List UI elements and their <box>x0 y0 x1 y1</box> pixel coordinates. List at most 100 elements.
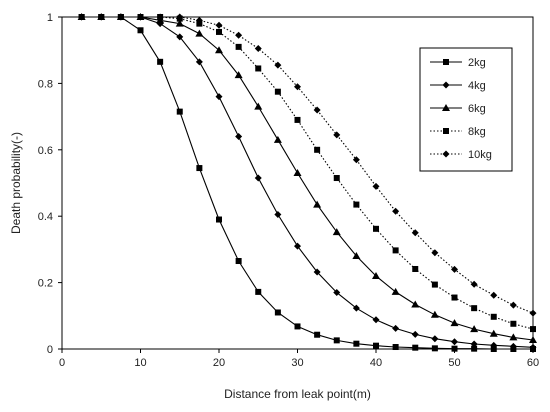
data-point <box>273 135 282 143</box>
data-point <box>216 28 222 35</box>
y-tick-label: 0.8 <box>38 78 53 90</box>
y-tick-label: 0.4 <box>38 211 53 223</box>
data-point <box>431 249 439 257</box>
data-point <box>117 13 125 21</box>
data-point <box>157 58 164 65</box>
y-tick-label: 1 <box>47 12 53 24</box>
y-tick-label: 0 <box>47 344 53 356</box>
data-point <box>352 304 360 312</box>
data-point <box>175 19 184 27</box>
legend-marker <box>443 128 449 134</box>
legend-label: 2kg <box>468 57 486 69</box>
data-point <box>176 108 183 115</box>
data-point <box>314 146 321 153</box>
data-point <box>412 265 419 272</box>
y-axis-title: Death probability(-) <box>9 132 23 234</box>
data-point <box>254 174 262 182</box>
data-point <box>392 344 399 351</box>
data-point <box>411 229 419 237</box>
data-point <box>293 169 302 177</box>
legend-label: 8kg <box>468 126 486 138</box>
data-point <box>235 258 242 265</box>
legend: 2kg 4kg 6kg 8kg 10kg <box>419 47 513 172</box>
legend-marker <box>443 59 449 65</box>
data-point <box>274 309 281 316</box>
data-point <box>529 336 537 344</box>
data-point <box>490 313 497 320</box>
legend-marker <box>442 150 450 158</box>
data-point <box>215 93 223 101</box>
series-line <box>81 16 534 330</box>
legend-label: 6kg <box>468 103 486 115</box>
data-point <box>254 102 263 110</box>
data-point <box>392 324 400 332</box>
legend-item: 4kg <box>430 80 486 92</box>
data-point <box>509 333 518 341</box>
data-point <box>373 342 379 349</box>
x-tick-label: 40 <box>370 357 382 369</box>
data-point <box>215 21 223 29</box>
data-point <box>352 156 360 164</box>
data-point <box>411 300 420 308</box>
data-point <box>333 131 341 139</box>
data-point <box>274 211 282 219</box>
data-point <box>431 281 438 288</box>
series-line <box>81 16 533 350</box>
data-point <box>373 225 379 232</box>
data-point <box>411 330 419 338</box>
data-point <box>195 16 203 24</box>
data-point <box>333 337 340 344</box>
axes: 0 10 20 30 40 50 60 0 0.2 0.4 0.6 0.8 1 <box>38 12 539 369</box>
data-point <box>176 33 184 41</box>
legend-marker <box>442 104 450 111</box>
data-point <box>450 319 459 327</box>
data-point <box>254 45 262 53</box>
data-point <box>333 175 340 182</box>
data-point <box>509 301 517 309</box>
data-point <box>451 265 458 273</box>
data-point <box>372 271 380 279</box>
data-point <box>314 331 321 338</box>
data-point <box>431 345 438 352</box>
data-point <box>313 200 322 208</box>
data-point <box>430 310 439 318</box>
data-point <box>451 345 458 352</box>
data-point <box>78 13 86 21</box>
x-tick-label: 60 <box>527 357 539 369</box>
data-point <box>176 13 184 21</box>
legend-box <box>419 47 513 172</box>
data-point <box>255 65 262 72</box>
data-point <box>255 288 262 295</box>
data-point <box>392 247 399 254</box>
data-point <box>313 268 321 276</box>
x-tick-label: 0 <box>59 357 65 369</box>
data-point <box>490 341 498 349</box>
data-point <box>490 346 497 352</box>
data-point <box>195 58 203 66</box>
data-point <box>332 228 341 236</box>
series-line <box>81 16 534 341</box>
data-point <box>333 289 341 297</box>
legend-label: 4kg <box>468 80 486 92</box>
data-point <box>529 343 537 351</box>
x-axis-title: Distance from leak point(m) <box>224 387 371 401</box>
data-point <box>471 345 478 352</box>
data-point <box>510 320 517 327</box>
data-point <box>489 329 498 337</box>
series-line <box>81 16 534 314</box>
y-tick-label: 0.2 <box>38 278 53 290</box>
data-point <box>530 326 536 333</box>
data-point <box>470 280 478 288</box>
y-tick-label: 0.6 <box>38 145 53 157</box>
legend-item: 8kg <box>430 126 486 138</box>
legend-marker <box>442 81 450 89</box>
data-point <box>294 83 301 91</box>
data-point <box>529 309 537 317</box>
data-point <box>353 340 360 347</box>
data-point <box>353 201 360 208</box>
data-point <box>235 43 242 50</box>
series-group <box>77 13 537 352</box>
data-point <box>195 29 204 37</box>
data-point <box>235 31 243 39</box>
